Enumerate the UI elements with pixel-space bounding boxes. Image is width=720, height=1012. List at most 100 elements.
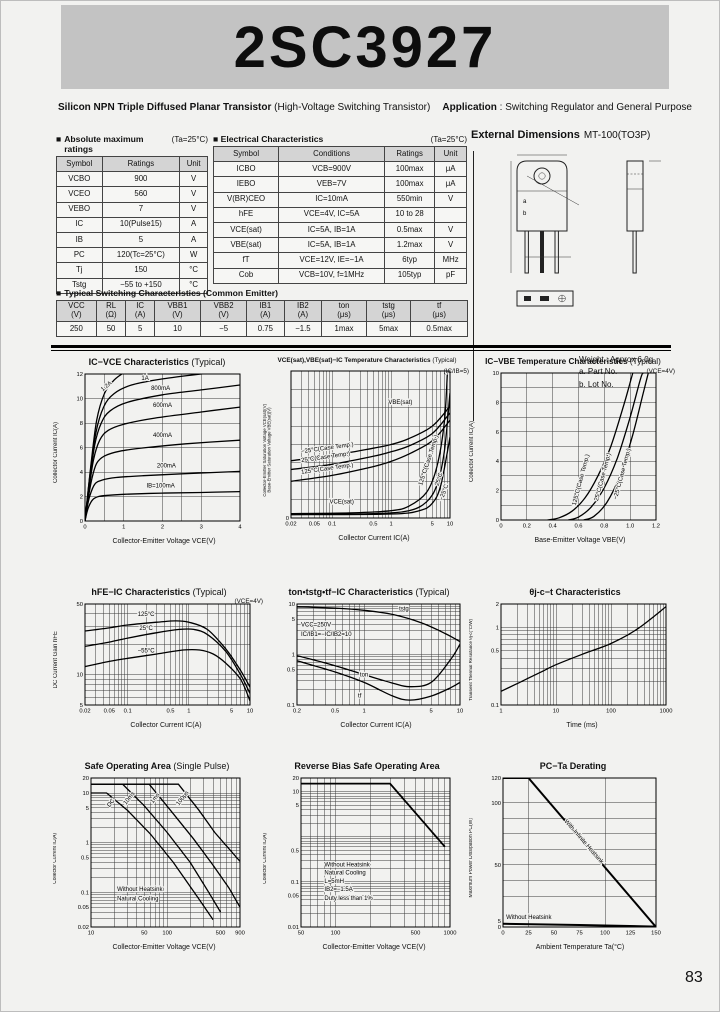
svg-text:0.5: 0.5 [331, 709, 339, 715]
svg-text:0.05: 0.05 [288, 894, 299, 900]
svg-text:100: 100 [331, 931, 341, 937]
svg-text:900: 900 [235, 931, 245, 937]
svg-text:IB2=−1.5A: IB2=−1.5A [324, 887, 352, 893]
table-cell: V [434, 237, 467, 254]
svg-text:1: 1 [122, 525, 125, 531]
svg-text:150: 150 [651, 931, 661, 937]
svg-text:Without Heatsink: Without Heatsink [506, 915, 552, 921]
svg-text:0: 0 [496, 518, 499, 524]
table-cell: A [179, 231, 208, 249]
svg-text:100: 100 [606, 709, 616, 715]
chart-ic-vbe: IC−VBE Temperature Characteristics (Typi… [469, 357, 677, 544]
chart-title: Reverse Bias Safe Operating Area [294, 761, 440, 771]
svg-text:50: 50 [298, 931, 304, 937]
column-header: Conditions [278, 145, 386, 163]
dimensions-notes: Weight : Approx 6.0g a. Part No. b. Lot … [579, 354, 653, 391]
svg-text:75: 75 [576, 931, 582, 937]
table-header-row: Symbol Ratings Unit [56, 155, 208, 173]
table-row: ICBO VCB=900V 100max μA [212, 161, 467, 178]
svg-text:50: 50 [551, 931, 557, 937]
svg-text:1: 1 [187, 709, 190, 715]
svg-text:0.4: 0.4 [549, 524, 558, 530]
svg-text:100: 100 [491, 801, 501, 807]
marker-b: b [523, 211, 527, 217]
dimensions-section: External Dimensions MT-100(TO3P) a b [471, 129, 691, 421]
svg-text:25: 25 [525, 931, 531, 937]
table-cell: V [434, 191, 467, 208]
column-header: IB1 (A) [246, 300, 285, 322]
table-cell: VCEO [56, 186, 103, 203]
table-row: PC 120(Tc=25°C) W [56, 247, 208, 264]
svg-text:VCC=250V: VCC=250V [301, 622, 331, 628]
table-cell: IC=10mA [278, 191, 386, 208]
table-cell: IB [56, 231, 103, 249]
svg-text:600mA: 600mA [153, 403, 172, 409]
svg-text:10: 10 [289, 602, 295, 608]
svg-text:1.0: 1.0 [626, 524, 634, 530]
svg-text:0.1: 0.1 [328, 522, 336, 528]
svg-text:tstg: tstg [399, 607, 409, 613]
column-header: ton (μs) [321, 300, 367, 322]
svg-text:200mA: 200mA [157, 464, 176, 470]
svg-text:Duty less than 1%: Duty less than 1% [324, 896, 373, 902]
svg-text:0.1: 0.1 [124, 709, 132, 715]
x-axis-label: Ambient Temperature Ta(°C) [535, 944, 625, 951]
svg-text:1: 1 [389, 522, 392, 528]
vsat-ic-plot: −25°C(Case Temp.)25°C(Case Temp.)125°C(C… [285, 370, 453, 528]
table-row: V(BR)CEO IC=10mA 550min V [212, 191, 467, 208]
column-header: RL (Ω) [95, 300, 127, 322]
chart-thermal: θj-c−t Characteristics Transient Thermal … [469, 587, 681, 729]
chart-pc-ta: PC−Ta Derating Maximum Power Dissipation … [469, 761, 677, 951]
chart-title: Safe Operating Area (Single Pulse) [84, 761, 230, 771]
table-cell: VEBO [56, 201, 103, 218]
table-cell: μA [434, 161, 467, 178]
svg-text:20: 20 [293, 776, 299, 782]
svg-text:8: 8 [496, 400, 499, 406]
column-header: tstg (μs) [365, 300, 412, 322]
table-cell [434, 206, 467, 223]
svg-text:5: 5 [429, 709, 432, 715]
table-header-row: VCC (V) RL (Ω) IC (A) VBB1 (V) VBB2 (V) IB1 (… [56, 300, 468, 322]
chart-switching-time: ton•tstg•tf−IC Characteristics (Typical)… [263, 587, 475, 729]
svg-text:10: 10 [553, 709, 559, 715]
svg-text:125°C: 125°C [138, 612, 155, 618]
svg-text:10: 10 [293, 790, 299, 796]
switching-table: VCC (V) RL (Ω) IC (A) VBB1 (V) VBB2 (V) IB1 (… [56, 300, 468, 338]
svg-text:10: 10 [88, 931, 94, 937]
y-axis-label: Transient Thermal Resistance θj-c(°C/W) [469, 619, 473, 701]
table-cell: 5 [101, 231, 181, 249]
table-cell: V [179, 201, 208, 218]
elec-char-heading: ■ Electrical Characteristics (Ta=25°C) [213, 134, 467, 144]
rbsoa-plot: Without Heatsink Natural Cooling L=5mH IB2=… [288, 776, 457, 937]
x-axis-label: Collector-Emitter Voltage VCE(V) [112, 944, 216, 951]
elec-char-section: ■ Electrical Characteristics (Ta=25°C) S… [212, 134, 467, 284]
chart-ic-vce: IC−VCE Characteristics (Typical) Collecto… [53, 357, 261, 545]
table-cell: hFE [212, 206, 280, 223]
table-cell: MHz [434, 252, 467, 269]
table-cell: 0.75 [246, 320, 285, 338]
svg-text:−25°C(Case Temp.): −25°C(Case Temp.) [613, 448, 632, 501]
table-cell: 10 [153, 320, 202, 338]
y-axis-label: Collector Current IC(A) [263, 832, 268, 884]
table-cell: 1max [321, 320, 367, 338]
table-row: IC 10(Pulse15) A [56, 216, 208, 233]
svg-text:VCE(sat): VCE(sat) [330, 499, 354, 505]
svg-text:0.1: 0.1 [287, 703, 295, 709]
svg-text:tf: tf [358, 694, 362, 700]
lot-no-note: b. Lot No. [579, 379, 614, 389]
table-row: 250 50 5 10 −5 0.75 −1.5 1max 5max 0.5max [56, 320, 468, 338]
x-axis-label: Base-Emitter Voltage VBE(V) [534, 537, 626, 544]
ic-vbe-plot: 125°C(Case Temp.) 25°C(Case Temp.) −25°C(C… [493, 371, 660, 530]
svg-text:4: 4 [238, 525, 242, 531]
pc-ta-plot: With Infinite Heatsink Without Heatsink 0 2… [491, 776, 661, 937]
svg-text:500: 500 [411, 931, 421, 937]
svg-text:1: 1 [86, 841, 89, 847]
divider [473, 151, 474, 421]
table-row: fT VCE=12V, IE=−1A 6typ MHz [212, 252, 467, 269]
svg-text:3: 3 [200, 525, 203, 531]
svg-text:5: 5 [292, 617, 295, 623]
table-cell: V(BR)CEO [212, 191, 280, 208]
table-cell: Tj [56, 262, 103, 279]
table-cell: 250 [56, 320, 97, 338]
